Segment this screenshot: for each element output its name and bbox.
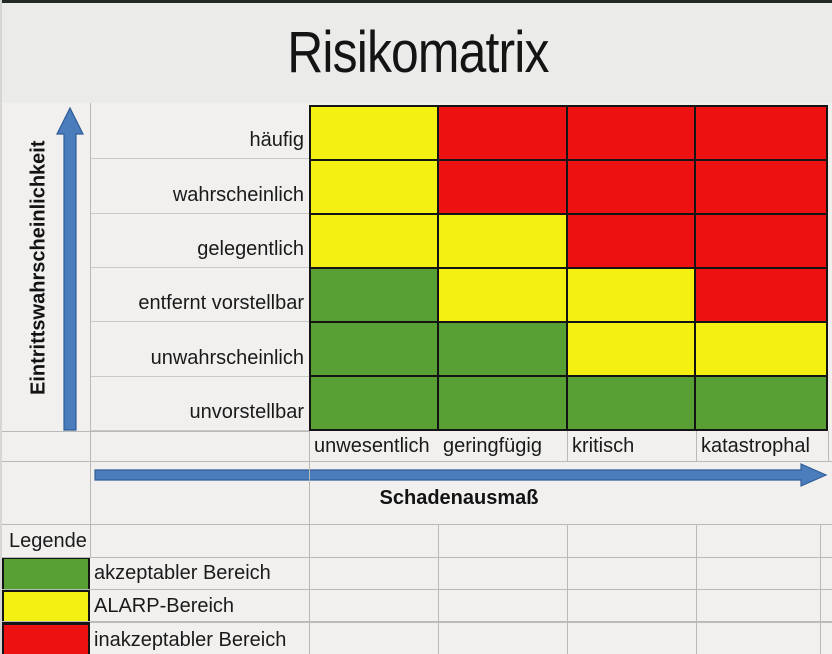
matrix-cell-green[interactable] (439, 377, 566, 429)
matrix-cell-green[interactable] (311, 269, 438, 321)
up-arrow-icon (56, 107, 84, 431)
legend-swatch-green[interactable] (2, 557, 90, 591)
row-label-cell[interactable]: wahrscheinlich (90, 159, 309, 214)
matrix-cell-green[interactable] (695, 377, 826, 429)
row-labels: häufig wahrscheinlich gelegentlich entfernt… (90, 105, 309, 431)
gridline (567, 431, 568, 461)
gridline (2, 524, 832, 525)
matrix-cell-green[interactable] (567, 377, 694, 429)
matrix-cell-yellow[interactable] (567, 269, 694, 321)
matrix-cell-yellow[interactable] (695, 323, 826, 375)
matrix-cell-green[interactable] (439, 323, 566, 375)
row-label-cell[interactable]: gelegentlich (90, 214, 309, 268)
page-title: Risikomatrix (287, 20, 549, 85)
gridline (2, 557, 832, 558)
matrix-cell-red[interactable] (439, 161, 566, 213)
x-axis-label: Schadenausmaß (379, 486, 539, 509)
matrix-cell-red[interactable] (695, 107, 826, 159)
matrix-cell-red[interactable] (695, 161, 826, 213)
row-label-cell[interactable]: unwahrscheinlich (90, 322, 309, 377)
gridline (828, 431, 829, 461)
y-axis-label: Eintrittswahrscheinlichkeit (27, 140, 50, 396)
legend-title[interactable]: Legende (9, 529, 87, 552)
legend-label[interactable]: inakzeptabler Bereich (94, 629, 287, 651)
gridline (2, 589, 832, 590)
gridline (90, 103, 91, 557)
matrix-cell-yellow[interactable] (439, 269, 566, 321)
gridline (2, 461, 832, 462)
matrix-cell-red[interactable] (567, 161, 694, 213)
matrix-cell-red[interactable] (567, 215, 694, 267)
legend-item: ALARP-Bereich (2, 590, 832, 624)
col-label-cell[interactable]: katastrophal (701, 434, 810, 457)
col-label-cell[interactable]: geringfügig (443, 434, 542, 457)
title-band: Risikomatrix (2, 3, 832, 103)
legend-item: inakzeptabler Bereich (2, 623, 832, 654)
gridline (309, 431, 310, 654)
row-label-cell[interactable]: häufig (90, 105, 309, 160)
legend-item: akzeptabler Bereich (2, 557, 832, 591)
matrix-cell-yellow[interactable] (311, 215, 438, 267)
matrix-cell-green[interactable] (311, 377, 438, 429)
up-arrow-shape (56, 107, 84, 431)
col-headers: unwesentlich geringfügig kritisch katastrop… (309, 431, 828, 461)
gridline (696, 431, 697, 461)
matrix-cell-red[interactable] (695, 215, 826, 267)
matrix-cell-red[interactable] (695, 269, 826, 321)
legend-label[interactable]: ALARP-Bereich (94, 594, 235, 617)
gridline (2, 431, 309, 432)
matrix-cell-yellow[interactable] (311, 107, 438, 159)
matrix-cell-red[interactable] (439, 107, 566, 159)
col-label-cell[interactable]: kritisch (572, 434, 635, 457)
gridline (2, 621, 832, 622)
legend-swatch-red[interactable] (2, 623, 90, 654)
matrix-cell-red[interactable] (567, 107, 694, 159)
legend-rows: akzeptabler Bereich ALARP-Bereich inakzept… (2, 557, 832, 654)
right-arrow-shape (94, 463, 828, 487)
legend-swatch-yellow[interactable] (2, 590, 90, 624)
matrix-cell-yellow[interactable] (439, 215, 566, 267)
row-label-cell[interactable]: unvorstellbar (90, 377, 309, 431)
risk-matrix-grid (309, 105, 828, 431)
top-border (2, 0, 832, 3)
legend-label[interactable]: akzeptabler Bereich (94, 561, 271, 584)
matrix-cell-green[interactable] (311, 323, 438, 375)
matrix-cell-yellow[interactable] (567, 323, 694, 375)
right-arrow-icon (94, 463, 828, 487)
row-label-cell[interactable]: entfernt vorstellbar (90, 268, 309, 323)
col-label-cell[interactable]: unwesentlich (314, 434, 430, 457)
matrix-cell-yellow[interactable] (311, 161, 438, 213)
